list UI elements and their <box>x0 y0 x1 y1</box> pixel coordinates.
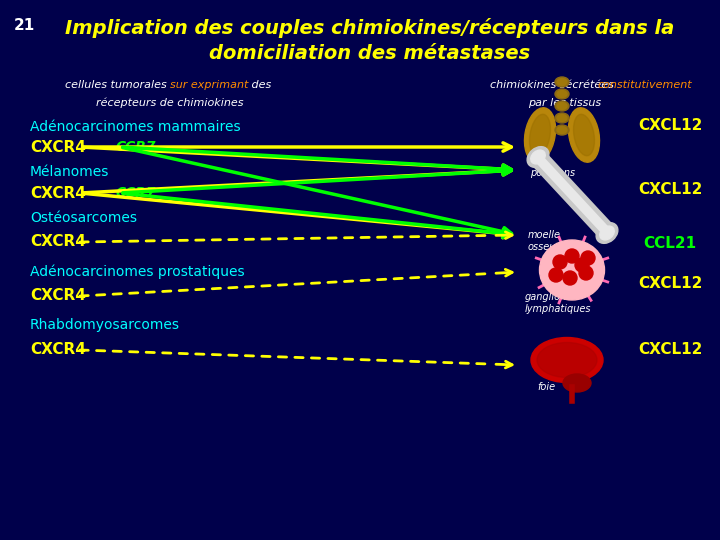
Text: poumons: poumons <box>530 168 575 178</box>
Text: CXCL12: CXCL12 <box>638 183 702 198</box>
Text: Adénocarcinomes prostatiques: Adénocarcinomes prostatiques <box>30 265 245 279</box>
Ellipse shape <box>529 114 551 156</box>
Ellipse shape <box>531 150 545 164</box>
Circle shape <box>563 271 577 285</box>
Text: 21: 21 <box>14 18 35 33</box>
Ellipse shape <box>596 222 618 244</box>
Ellipse shape <box>555 125 569 135</box>
Text: des: des <box>248 80 271 90</box>
Ellipse shape <box>557 91 567 98</box>
Ellipse shape <box>555 101 569 111</box>
Text: Rhabdomyosarcomes: Rhabdomyosarcomes <box>30 318 180 332</box>
Ellipse shape <box>555 89 569 99</box>
Text: chimiokines sécrétées: chimiokines sécrétées <box>490 80 617 90</box>
Text: CXCR4: CXCR4 <box>30 288 86 303</box>
Text: ganglions
lymphatiques: ganglions lymphatiques <box>525 292 592 314</box>
Text: CCR7: CCR7 <box>115 186 156 200</box>
Circle shape <box>565 249 579 263</box>
Circle shape <box>549 268 563 282</box>
Circle shape <box>575 258 589 272</box>
Ellipse shape <box>574 114 595 156</box>
Text: CXCL12: CXCL12 <box>638 118 702 132</box>
Text: récepteurs de chimiokines: récepteurs de chimiokines <box>96 98 244 109</box>
Text: CCR7: CCR7 <box>115 140 156 154</box>
Text: cellules tumorales: cellules tumorales <box>65 80 170 90</box>
Ellipse shape <box>557 78 567 85</box>
Text: constitutivement: constitutivement <box>597 80 692 90</box>
Text: foie: foie <box>537 382 555 392</box>
Ellipse shape <box>524 108 556 162</box>
Ellipse shape <box>531 338 603 382</box>
Circle shape <box>579 266 593 280</box>
Text: CXCR4: CXCR4 <box>30 186 86 200</box>
Ellipse shape <box>555 113 569 123</box>
Ellipse shape <box>600 226 614 240</box>
Text: CXCR4: CXCR4 <box>30 342 86 357</box>
Text: CXCR4: CXCR4 <box>30 139 86 154</box>
Text: domiciliation des métastases: domiciliation des métastases <box>210 44 531 63</box>
Text: Mélanomes: Mélanomes <box>30 165 109 179</box>
Ellipse shape <box>557 103 567 110</box>
Circle shape <box>553 255 567 269</box>
Text: CXCL12: CXCL12 <box>638 342 702 357</box>
Text: moelle
osseuse: moelle osseuse <box>528 230 567 252</box>
Text: CXCL12: CXCL12 <box>638 276 702 292</box>
Ellipse shape <box>555 77 569 87</box>
Ellipse shape <box>527 147 549 167</box>
Text: Ostéosarcomes: Ostéosarcomes <box>30 211 137 225</box>
Text: Adénocarcinomes mammaires: Adénocarcinomes mammaires <box>30 120 240 134</box>
Text: CXCR4: CXCR4 <box>30 234 86 249</box>
Ellipse shape <box>569 108 600 162</box>
Text: Implication des couples chimiokines/récepteurs dans la: Implication des couples chimiokines/réce… <box>66 18 675 38</box>
Text: sur exprimant: sur exprimant <box>170 80 248 90</box>
Ellipse shape <box>537 342 597 377</box>
Ellipse shape <box>563 374 591 392</box>
Circle shape <box>581 251 595 265</box>
Ellipse shape <box>557 114 567 122</box>
Ellipse shape <box>557 126 567 133</box>
Text: par les tissus: par les tissus <box>528 98 602 108</box>
Text: CCL21: CCL21 <box>644 237 696 252</box>
Ellipse shape <box>539 240 605 300</box>
